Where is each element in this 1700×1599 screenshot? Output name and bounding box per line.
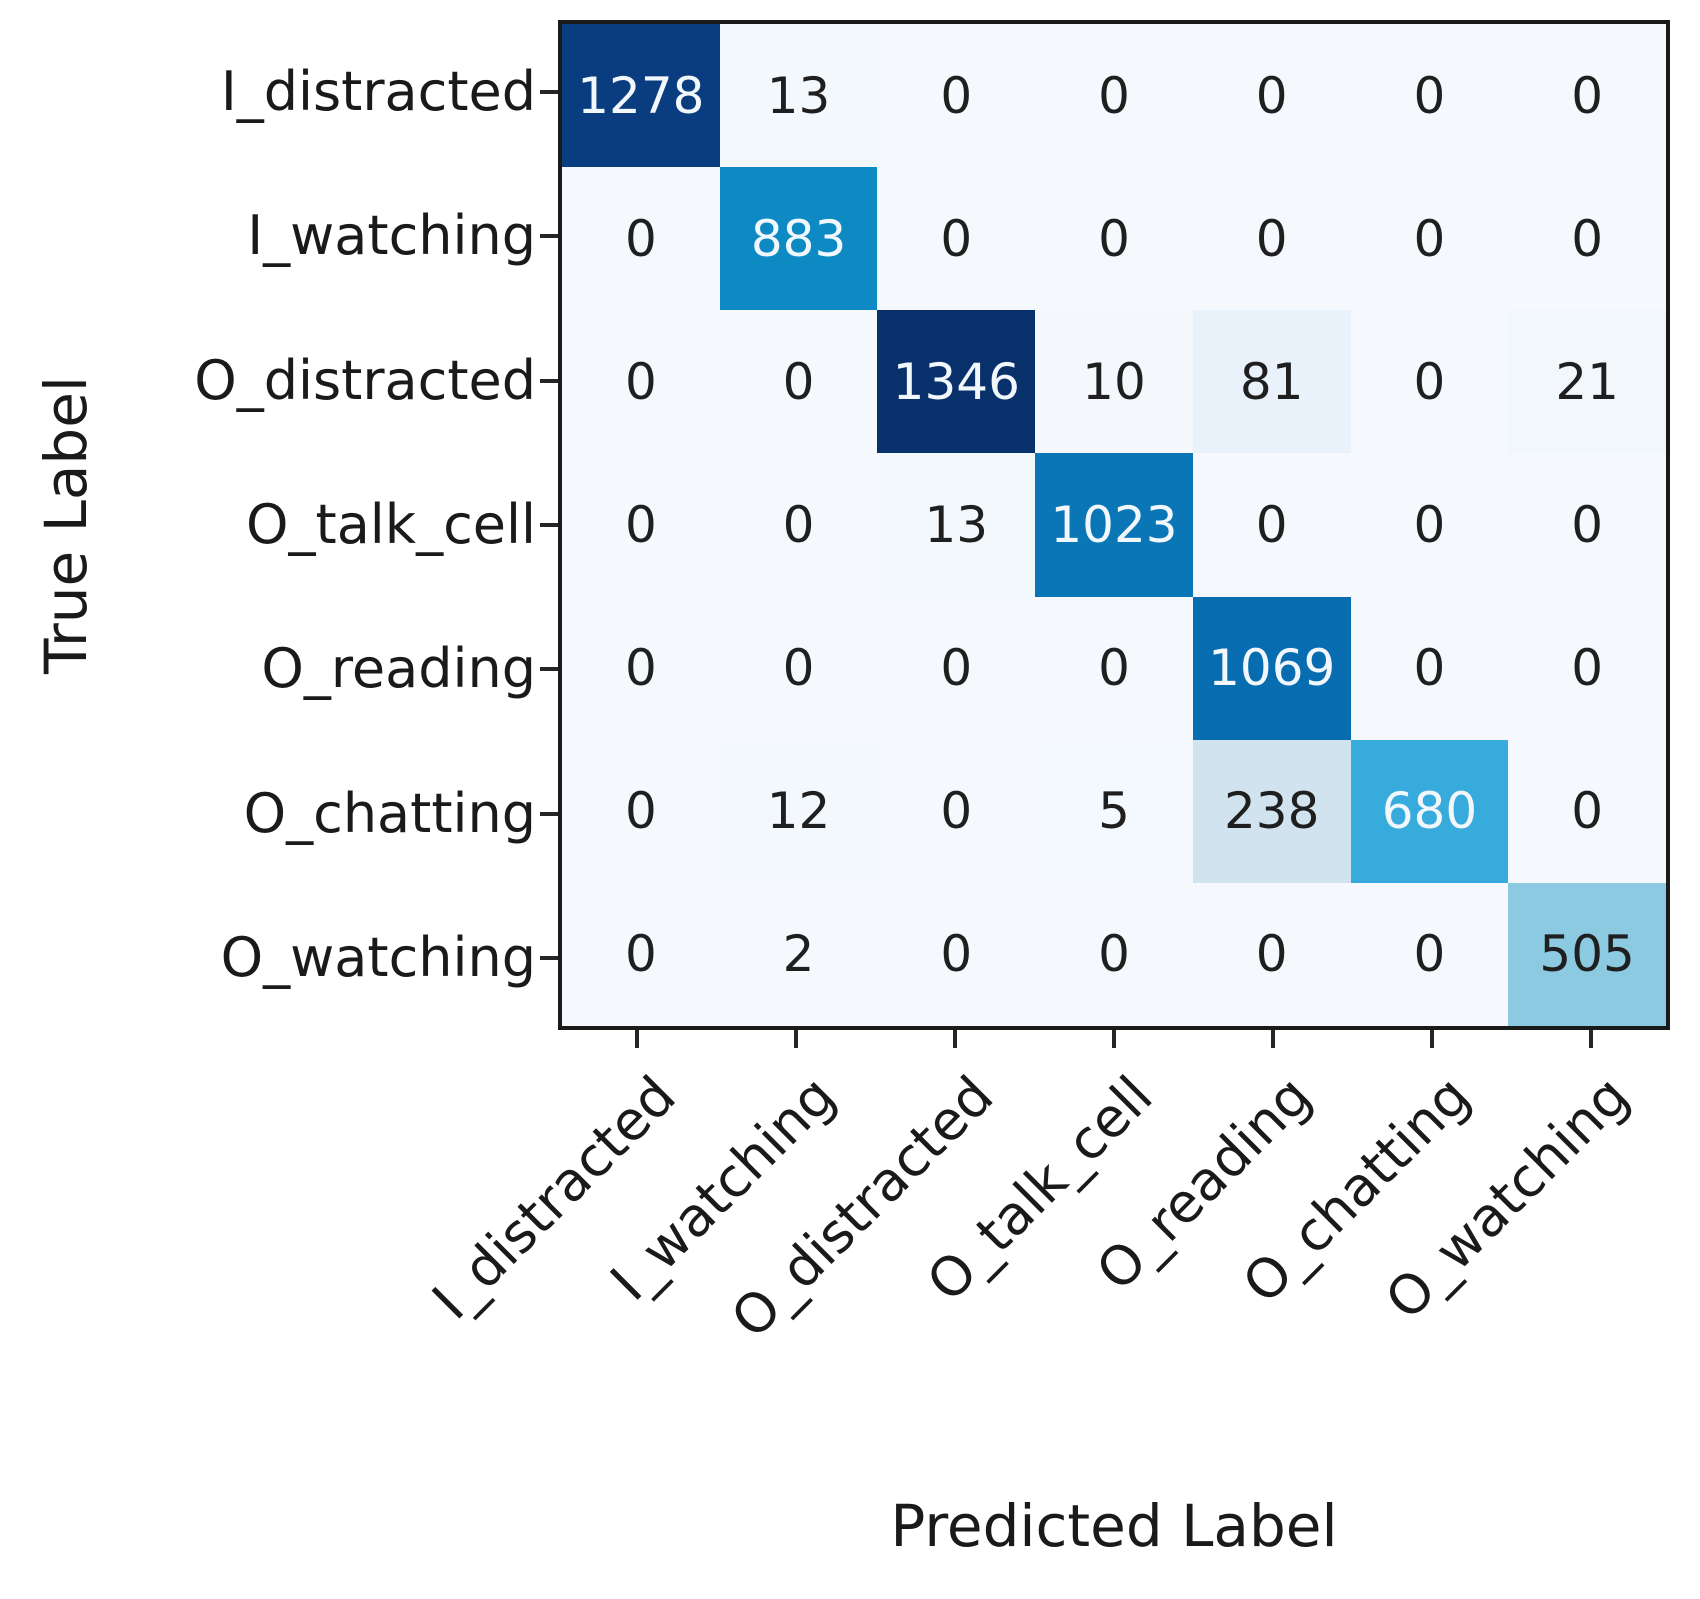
matrix-cell-r3c0: 0 bbox=[562, 453, 720, 597]
x-tick-mark bbox=[953, 1030, 958, 1048]
matrix-cell-r0c4: 0 bbox=[1192, 24, 1351, 168]
matrix-cell-r2c1: 0 bbox=[719, 310, 878, 454]
y-tick-label-I_watching: I_watching bbox=[247, 204, 536, 268]
matrix-cell-r3c2: 13 bbox=[877, 453, 1036, 597]
matrix-cell-r3c4: 0 bbox=[1192, 453, 1351, 597]
x-tick-mark bbox=[635, 1030, 640, 1048]
matrix-cell-r6c2: 0 bbox=[877, 882, 1036, 1026]
matrix-cell-r1c6: 0 bbox=[1508, 167, 1666, 311]
matrix-cell-r6c0: 0 bbox=[562, 882, 720, 1026]
matrix-cell-r2c6: 21 bbox=[1508, 310, 1666, 454]
y-tick-label-O_reading: O_reading bbox=[261, 637, 536, 701]
matrix-cell-r6c5: 0 bbox=[1350, 882, 1509, 1026]
y-tick-mark bbox=[540, 667, 558, 672]
y-tick-mark bbox=[540, 90, 558, 95]
y-tick-mark bbox=[540, 523, 558, 527]
y-tick-mark bbox=[540, 955, 558, 960]
y-tick-mark bbox=[540, 234, 558, 239]
matrix-cell-r4c5: 0 bbox=[1350, 596, 1509, 740]
matrix-cell-r6c1: 2 bbox=[719, 882, 878, 1026]
y-tick-mark bbox=[540, 378, 558, 383]
matrix-cell-r2c5: 0 bbox=[1350, 310, 1509, 454]
matrix-cell-r1c4: 0 bbox=[1192, 167, 1351, 311]
y-tick-label-O_talk_cell: O_talk_cell bbox=[246, 493, 536, 556]
y-tick-mark bbox=[540, 811, 558, 816]
matrix-cell-r2c3: 10 bbox=[1035, 310, 1193, 454]
matrix-cell-r0c5: 0 bbox=[1350, 24, 1509, 168]
matrix-cell-r1c1: 883 bbox=[719, 167, 878, 311]
matrix-cell-r5c0: 0 bbox=[562, 739, 720, 883]
heatmap-grid: 1278 13 0 0 0 0 0 0 883 0 0 0 0 0 0 0 1346 10 81 0 21 0 0 13 102… bbox=[558, 20, 1670, 1030]
matrix-cell-r3c3: 1023 bbox=[1035, 453, 1193, 597]
y-tick-label-O_chatting: O_chatting bbox=[243, 781, 536, 845]
matrix-cell-r5c1: 12 bbox=[719, 739, 878, 883]
matrix-cell-r5c5: 680 bbox=[1350, 739, 1509, 883]
matrix-cell-r6c3: 0 bbox=[1035, 882, 1193, 1026]
matrix-cell-r4c3: 0 bbox=[1035, 596, 1193, 740]
matrix-cell-r2c2: 1346 bbox=[877, 310, 1036, 454]
matrix-cell-r4c2: 0 bbox=[877, 596, 1036, 740]
x-tick-mark bbox=[794, 1030, 799, 1048]
matrix-cell-r5c4: 238 bbox=[1192, 739, 1351, 883]
matrix-cell-r3c1: 0 bbox=[719, 453, 878, 597]
matrix-cell-r1c3: 0 bbox=[1035, 167, 1193, 311]
matrix-cell-r6c6: 505 bbox=[1508, 882, 1666, 1026]
x-axis-title: Predicted Label bbox=[890, 1492, 1338, 1560]
matrix-cell-r0c3: 0 bbox=[1035, 24, 1193, 168]
matrix-cell-r0c6: 0 bbox=[1508, 24, 1666, 168]
matrix-cell-r1c5: 0 bbox=[1350, 167, 1509, 311]
matrix-cell-r0c2: 0 bbox=[877, 24, 1036, 168]
matrix-cell-r0c1: 13 bbox=[719, 24, 878, 168]
matrix-cell-r3c5: 0 bbox=[1350, 453, 1509, 597]
matrix-cell-r5c2: 0 bbox=[877, 739, 1036, 883]
matrix-cell-r3c6: 0 bbox=[1508, 453, 1666, 597]
matrix-cell-r4c6: 0 bbox=[1508, 596, 1666, 740]
x-tick-mark bbox=[1588, 1030, 1593, 1048]
matrix-cell-r1c0: 0 bbox=[562, 167, 720, 311]
matrix-cell-r1c2: 0 bbox=[877, 167, 1036, 311]
x-tick-mark bbox=[1112, 1030, 1116, 1048]
matrix-cell-r4c4: 1069 bbox=[1192, 596, 1351, 740]
y-tick-label-I_distracted: I_distracted bbox=[220, 60, 536, 124]
matrix-cell-r0c0: 1278 bbox=[562, 24, 720, 168]
y-tick-label-O_distracted: O_distracted bbox=[194, 348, 536, 412]
matrix-cell-r5c3: 5 bbox=[1035, 739, 1193, 883]
matrix-cell-r5c6: 0 bbox=[1508, 739, 1666, 883]
y-tick-label-O_watching: O_watching bbox=[220, 925, 536, 989]
matrix-cell-r4c1: 0 bbox=[719, 596, 878, 740]
matrix-cell-r4c0: 0 bbox=[562, 596, 720, 740]
matrix-cell-r6c4: 0 bbox=[1192, 882, 1351, 1026]
matrix-cell-r2c4: 81 bbox=[1192, 310, 1351, 454]
x-tick-mark bbox=[1429, 1030, 1434, 1048]
x-tick-mark bbox=[1270, 1030, 1275, 1048]
matrix-cell-r2c0: 0 bbox=[562, 310, 720, 454]
